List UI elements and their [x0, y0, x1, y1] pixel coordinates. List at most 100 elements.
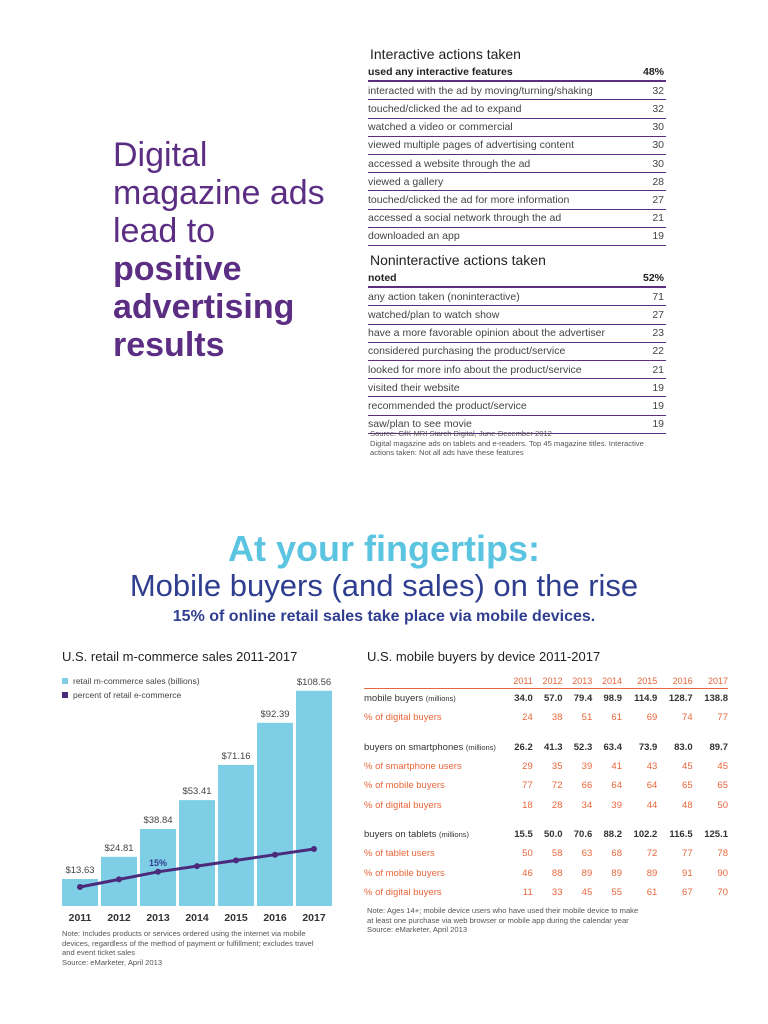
row-label: % of mobile buyers — [364, 867, 445, 879]
cell-2012: 50.0 — [544, 828, 563, 840]
group-spacer — [364, 815, 728, 825]
table-row: visited their website 19 — [368, 378, 666, 398]
row-label: % of mobile buyers — [364, 780, 445, 792]
row-label: % of smartphone users — [364, 761, 462, 773]
headline-line-5: advertising — [113, 288, 295, 326]
noninteractive-head-row: noted 52% — [368, 269, 666, 289]
year-header-2014: 2014 — [592, 674, 622, 689]
cell-2016: 91 — [682, 867, 693, 879]
percent-point-2014 — [194, 863, 200, 870]
table-row: downloaded an app 19 — [368, 227, 666, 246]
cell-2016: 116.5 — [669, 828, 693, 840]
interactive-title: Interactive actions taken — [370, 46, 521, 62]
cell-2013: 39 — [581, 761, 593, 773]
cell-2012: 35 — [551, 761, 563, 773]
row-value: 30 — [624, 118, 666, 137]
year-header-2015: 2015 — [622, 674, 658, 689]
row-value: 19 — [624, 227, 666, 246]
percent-point-2012 — [116, 876, 122, 883]
cell-2014: 39 — [611, 799, 622, 811]
table-row: % of mobile buyers 77 72 66 64 64 65 65 — [364, 776, 728, 795]
spacer-cell — [364, 728, 728, 738]
interactive-head-label: used any interactive features — [368, 63, 624, 83]
cell-2013: 66 — [581, 780, 593, 792]
legend-swatch-percent — [62, 692, 68, 698]
table-row: recommended the product/service 19 — [368, 396, 666, 416]
source-note-line-1: Source: GfK MRI Starch Digital, June-Dec… — [370, 429, 552, 438]
cell-2015: 102.2 — [633, 828, 658, 840]
bar-2013 — [140, 828, 176, 906]
cell-2017: 138.8 — [704, 693, 728, 705]
row-label: recommended the product/service — [368, 396, 624, 416]
year-header-2012: 2012 — [532, 674, 563, 689]
x-tick-2015: 2015 — [224, 912, 248, 924]
table-row: viewed a gallery 28 — [368, 172, 666, 192]
row-unit: (millions) — [439, 829, 469, 839]
chart-note-line-3: and event ticket sales — [62, 948, 136, 957]
cell-2015: 72 — [646, 848, 658, 860]
cell-2017: 45 — [717, 761, 728, 773]
cell-2014: 88.2 — [603, 828, 623, 840]
noninteractive-head-value: 52% — [624, 269, 666, 289]
chart-source: Source: eMarketer, April 2013 — [62, 957, 163, 967]
cell-2014: 41 — [611, 761, 622, 773]
table-row: watched a video or commercial 30 — [368, 118, 666, 137]
row-label: buyers on smartphones (millions) — [364, 741, 496, 753]
percent-point-2017 — [311, 846, 317, 852]
cell-2011: 46 — [522, 867, 533, 879]
bar-2017 — [296, 690, 332, 906]
table-row: watched/plan to watch show 27 — [368, 305, 666, 325]
bar-2015 — [218, 764, 254, 906]
year-header-row: 2011 2012 2013 2014 2015 2016 2017 — [364, 674, 728, 689]
cell-2011: 24 — [522, 712, 533, 724]
cell-2012: 38 — [551, 712, 563, 724]
row-label: touched/clicked the ad for more informat… — [368, 190, 624, 210]
source-note-line-2: Digital magazine ads on tablets and e-re… — [370, 438, 644, 448]
cell-2014: 68 — [611, 848, 622, 860]
table-row: viewed multiple pages of advertising con… — [368, 136, 666, 155]
cell-2014: 63.4 — [603, 741, 623, 753]
cell-2011: 18 — [522, 799, 533, 811]
chart-note-line-1: Note: Includes products or services orde… — [62, 929, 306, 938]
device-table: 2011 2012 2013 2014 2015 2016 2017 mobile buyer… — [364, 674, 728, 902]
device-source: Source: eMarketer, April 2013 — [367, 925, 468, 934]
section-stat: 15% of online retail sales take place vi… — [172, 608, 596, 625]
cell-2017: 77 — [717, 712, 728, 724]
cell-2016: 74 — [682, 712, 693, 724]
row-value: 32 — [624, 99, 666, 119]
cell-2011: 15.5 — [514, 828, 533, 840]
row-label: % of digital buyers — [364, 799, 442, 811]
headline: Digital magazine ads lead to positive ad… — [113, 136, 353, 364]
cell-2014: 61 — [611, 712, 622, 724]
cell-2013: 51 — [581, 712, 593, 724]
row-value: 22 — [624, 342, 666, 361]
section-subheading: Mobile buyers (and sales) on the rise — [129, 568, 639, 603]
headline-line-2: magazine ads — [113, 174, 325, 212]
row-value: 19 — [624, 378, 666, 398]
cell-2016: 67 — [682, 886, 693, 898]
percent-point-2016 — [272, 851, 278, 858]
cell-2016: 45 — [682, 761, 693, 773]
row-label: downloaded an app — [368, 227, 624, 246]
interactive-table: used any interactive features 48% intera… — [368, 63, 666, 246]
cell-2017: 90 — [717, 867, 728, 879]
cell-2012: 41.3 — [544, 741, 563, 753]
cell-2013: 34 — [581, 799, 593, 811]
row-value: 21 — [624, 360, 666, 380]
table-row: accessed a social network through the ad… — [368, 209, 666, 228]
cell-2016: 65 — [682, 780, 693, 792]
chart-legend: retail m-commerce sales (billions) perce… — [62, 676, 200, 700]
cell-2016: 83.0 — [674, 741, 693, 753]
cell-2017: 70 — [717, 886, 728, 898]
table-row: interacted with the ad by moving/turning… — [368, 81, 666, 101]
cell-2011: 11 — [522, 886, 533, 898]
row-value: 30 — [624, 136, 666, 155]
spacer-cell — [364, 815, 728, 825]
row-label: watched/plan to watch show — [368, 305, 624, 325]
row-label: have a more favorable opinion about the … — [368, 324, 624, 343]
year-header-2011: 2011 — [504, 674, 533, 689]
table-row: % of tablet users 50 58 63 68 72 77 78 — [364, 844, 728, 863]
cell-2014: 89 — [611, 867, 622, 879]
cell-2015: 43 — [646, 761, 658, 773]
bar-label-2013: $38.84 — [143, 815, 172, 826]
